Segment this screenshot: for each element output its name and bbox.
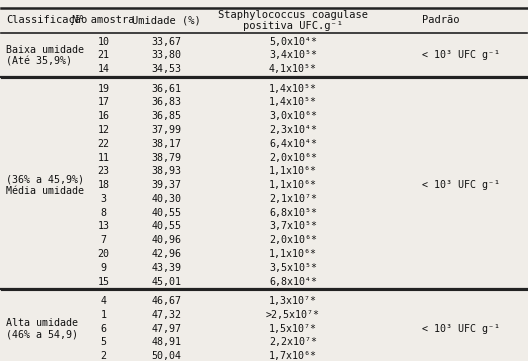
Text: < 10³ UFC g⁻¹: < 10³ UFC g⁻¹ (422, 323, 500, 334)
Text: 1,5x10⁷*: 1,5x10⁷* (269, 323, 317, 334)
Text: 40,96: 40,96 (152, 235, 182, 245)
Text: 21: 21 (97, 51, 109, 60)
Text: 48,91: 48,91 (152, 338, 182, 347)
Text: 4: 4 (100, 296, 106, 306)
Text: >2,5x10⁷*: >2,5x10⁷* (266, 310, 320, 320)
Text: 36,83: 36,83 (152, 97, 182, 108)
Text: 8: 8 (100, 208, 106, 218)
Text: 1,1x10⁶*: 1,1x10⁶* (269, 180, 317, 190)
Text: Alta umidade
(46% a 54,9): Alta umidade (46% a 54,9) (6, 318, 78, 339)
Text: 43,39: 43,39 (152, 263, 182, 273)
Text: 40,55: 40,55 (152, 208, 182, 218)
Text: 6,4x10⁴*: 6,4x10⁴* (269, 139, 317, 149)
Text: 2,0x10⁶*: 2,0x10⁶* (269, 235, 317, 245)
Text: 3: 3 (100, 194, 106, 204)
Text: 3,5x10⁵*: 3,5x10⁵* (269, 263, 317, 273)
Text: 40,55: 40,55 (152, 222, 182, 231)
Text: 20: 20 (97, 249, 109, 259)
Text: 2,3x10⁴*: 2,3x10⁴* (269, 125, 317, 135)
Text: 38,93: 38,93 (152, 166, 182, 176)
Text: 22: 22 (97, 139, 109, 149)
Text: 4,1x10⁵*: 4,1x10⁵* (269, 64, 317, 74)
Text: 46,67: 46,67 (152, 296, 182, 306)
Text: 1,4x10⁵*: 1,4x10⁵* (269, 84, 317, 93)
Text: 7: 7 (100, 235, 106, 245)
Text: 42,96: 42,96 (152, 249, 182, 259)
Text: < 10³ UFC g⁻¹: < 10³ UFC g⁻¹ (422, 51, 500, 60)
Text: N° amostra: N° amostra (72, 16, 135, 25)
Text: 50,04: 50,04 (152, 351, 182, 361)
Text: Staphylococcus coagulase
positiva UFC.g⁻¹: Staphylococcus coagulase positiva UFC.g⁻… (218, 10, 368, 31)
Text: 10: 10 (97, 36, 109, 47)
Text: 45,01: 45,01 (152, 277, 182, 287)
Text: 33,67: 33,67 (152, 36, 182, 47)
Text: 6: 6 (100, 323, 106, 334)
Text: 2: 2 (100, 351, 106, 361)
Text: 3,0x10⁶*: 3,0x10⁶* (269, 111, 317, 121)
Text: 1,1x10⁶*: 1,1x10⁶* (269, 166, 317, 176)
Text: 1,7x10⁶*: 1,7x10⁶* (269, 351, 317, 361)
Text: 38,17: 38,17 (152, 139, 182, 149)
Text: 9: 9 (100, 263, 106, 273)
Text: Padrão: Padrão (422, 16, 459, 25)
Text: 19: 19 (97, 84, 109, 93)
Text: 34,53: 34,53 (152, 64, 182, 74)
Text: 23: 23 (97, 166, 109, 176)
Text: 5: 5 (100, 338, 106, 347)
Text: 17: 17 (97, 97, 109, 108)
Text: 5,0x10⁴*: 5,0x10⁴* (269, 36, 317, 47)
Text: < 10³ UFC g⁻¹: < 10³ UFC g⁻¹ (422, 180, 500, 190)
Text: 6,8x10⁵*: 6,8x10⁵* (269, 208, 317, 218)
Text: 14: 14 (97, 64, 109, 74)
Text: 3,7x10⁵*: 3,7x10⁵* (269, 222, 317, 231)
Text: 38,79: 38,79 (152, 153, 182, 162)
Text: 2,0x10⁶*: 2,0x10⁶* (269, 153, 317, 162)
Text: 36,85: 36,85 (152, 111, 182, 121)
Text: 47,32: 47,32 (152, 310, 182, 320)
Text: 15: 15 (97, 277, 109, 287)
Text: 6,8x10⁴*: 6,8x10⁴* (269, 277, 317, 287)
Text: 1: 1 (100, 310, 106, 320)
Text: 2,2x10⁷*: 2,2x10⁷* (269, 338, 317, 347)
Text: 16: 16 (97, 111, 109, 121)
Text: Classificação: Classificação (6, 16, 87, 25)
Text: 40,30: 40,30 (152, 194, 182, 204)
Text: Baixa umidade
(Até 35,9%): Baixa umidade (Até 35,9%) (6, 45, 84, 66)
Text: 13: 13 (97, 222, 109, 231)
Text: 2,1x10⁷*: 2,1x10⁷* (269, 194, 317, 204)
Text: 12: 12 (97, 125, 109, 135)
Text: 18: 18 (97, 180, 109, 190)
Text: 1,3x10⁷*: 1,3x10⁷* (269, 296, 317, 306)
Text: 3,4x10⁵*: 3,4x10⁵* (269, 51, 317, 60)
Text: 1,4x10⁵*: 1,4x10⁵* (269, 97, 317, 108)
Text: 37,99: 37,99 (152, 125, 182, 135)
Text: Umidade (%): Umidade (%) (132, 16, 201, 25)
Text: 1,1x10⁶*: 1,1x10⁶* (269, 249, 317, 259)
Text: 47,97: 47,97 (152, 323, 182, 334)
Text: 36,61: 36,61 (152, 84, 182, 93)
Text: (36% a 45,9%)
Média umidade: (36% a 45,9%) Média umidade (6, 174, 84, 196)
Text: 39,37: 39,37 (152, 180, 182, 190)
Text: 11: 11 (97, 153, 109, 162)
Text: 33,80: 33,80 (152, 51, 182, 60)
